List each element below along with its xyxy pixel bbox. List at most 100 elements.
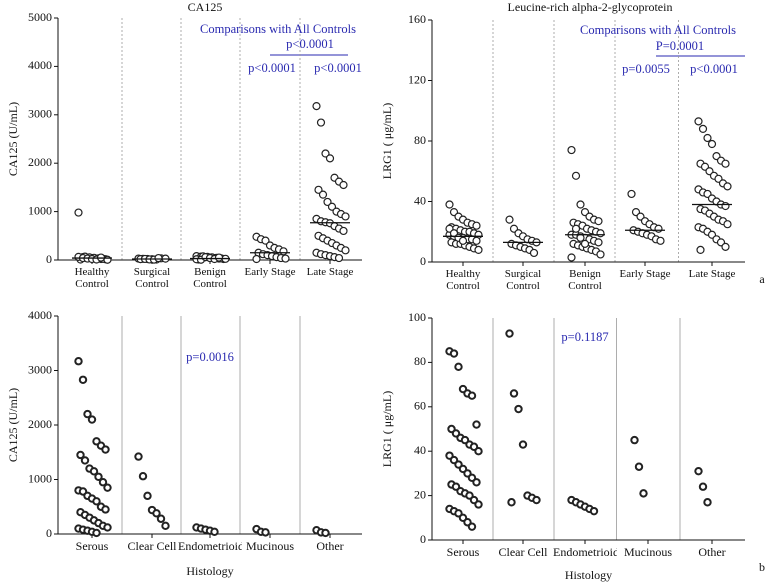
data-point [327,202,337,211]
x-tick-label-box: Mucinous [246,540,294,552]
data-point [472,236,481,245]
data-point [152,509,161,518]
data-point [312,101,321,111]
data-point [89,467,99,476]
y-tick-label: 80 [414,354,426,368]
data-point [703,133,712,143]
data-point [518,440,528,449]
y-tick-label: 3000 [28,107,52,121]
annotation: p<0.0001 [314,61,362,75]
x-tick-label: Early Stage [244,266,296,278]
data-point [474,447,483,456]
x-tick-label-box: Clear Cell [127,540,177,553]
data-point [505,329,514,338]
x-tick-label: Mucinous [624,546,672,559]
x-tick-label-box: Surgical Control [134,266,170,290]
data-point [103,523,112,532]
data-point [341,246,350,255]
data-point [696,245,705,254]
x-tick-label: Clear Cell [498,546,548,559]
y-tick-label: 20 [414,487,426,501]
y-tick-label: 4000 [28,58,52,72]
data-point [321,149,330,158]
y-axis-label: LRG1 ( μg/mL) [380,391,394,467]
y-tick-label: 1000 [28,203,52,217]
data-point [156,514,166,523]
y-tick-label: 2000 [28,155,52,169]
x-tick-label-box: Benign Control [193,266,227,290]
data-point [474,245,483,254]
data-point [634,462,644,471]
data-point [261,236,270,245]
data-point [472,478,481,487]
data-point [143,491,152,501]
annotation: p<0.0001 [690,62,738,76]
data-point [630,435,639,445]
annotation: Comparisons with All Controls [580,23,736,37]
data-point [316,118,326,127]
data-point [445,200,454,209]
x-tick-label: Late Stage [688,268,736,280]
x-tick-label-box: Serous [446,546,480,559]
x-tick-label-box: Early Stage [244,266,296,278]
data-point [94,472,103,481]
data-point [567,253,576,262]
data-point [279,247,288,256]
data-point [341,212,350,221]
y-tick-label: 0 [420,254,426,268]
data-point [721,242,730,251]
x-tick-label: Surgical Control [504,268,542,292]
data-point [252,254,261,264]
x-tick-label-box: Healthy Control [75,266,110,290]
data-point [318,190,328,199]
y-axis-label: CA125 (U/mL) [6,388,20,462]
y-tick-label: 40 [414,193,426,207]
x-tick-label: Endometrioid [178,540,242,553]
x-tick-label: Serous [446,546,480,559]
annotation: P=0.0001 [656,39,704,53]
data-point [654,224,663,233]
y-tick-label: 1000 [28,471,52,485]
data-point [589,506,599,516]
data-point [281,254,290,263]
x-tick-label-box: Late Stage [688,268,736,280]
data-point [698,482,708,491]
data-point [78,375,88,384]
data-point [694,117,703,126]
x-tick-label: Benign Control [568,268,602,292]
data-point [721,201,730,211]
data-point [98,478,108,487]
x-tick-label-box: Late Stage [307,266,354,278]
y-axis-label: LRG1 ( μg/mL) [380,103,394,179]
data-point [76,450,85,460]
data-point [694,466,703,476]
data-point [505,215,514,224]
data-point [449,349,459,358]
data-point [339,180,348,190]
y-tick-label: 4000 [28,308,52,322]
data-point [707,139,717,149]
x-tick-label: Clear Cell [127,540,177,553]
data-point [334,253,344,263]
y-axis-label: CA125 (U/mL) [6,102,20,176]
data-point [594,217,603,226]
y-tick-label: 80 [414,133,426,147]
data-point [261,528,270,537]
annotation: p=0.1187 [561,330,608,344]
data-point [101,505,110,514]
data-point [101,445,110,454]
data-point [514,404,523,414]
panel-label: b [759,560,765,574]
chart-title: Leucine-rich alpha-2-glycoprotein [508,0,673,14]
y-tick-label: 5000 [28,10,52,24]
y-tick-label: 2000 [28,417,52,431]
chart-title: CA125 [188,0,223,14]
data-point [723,220,732,229]
data-point [576,200,585,209]
data-point [325,154,335,163]
data-point [472,420,481,429]
x-tick-label-box: Clear Cell [498,546,548,559]
data-point [721,159,730,168]
data-point [214,253,224,262]
